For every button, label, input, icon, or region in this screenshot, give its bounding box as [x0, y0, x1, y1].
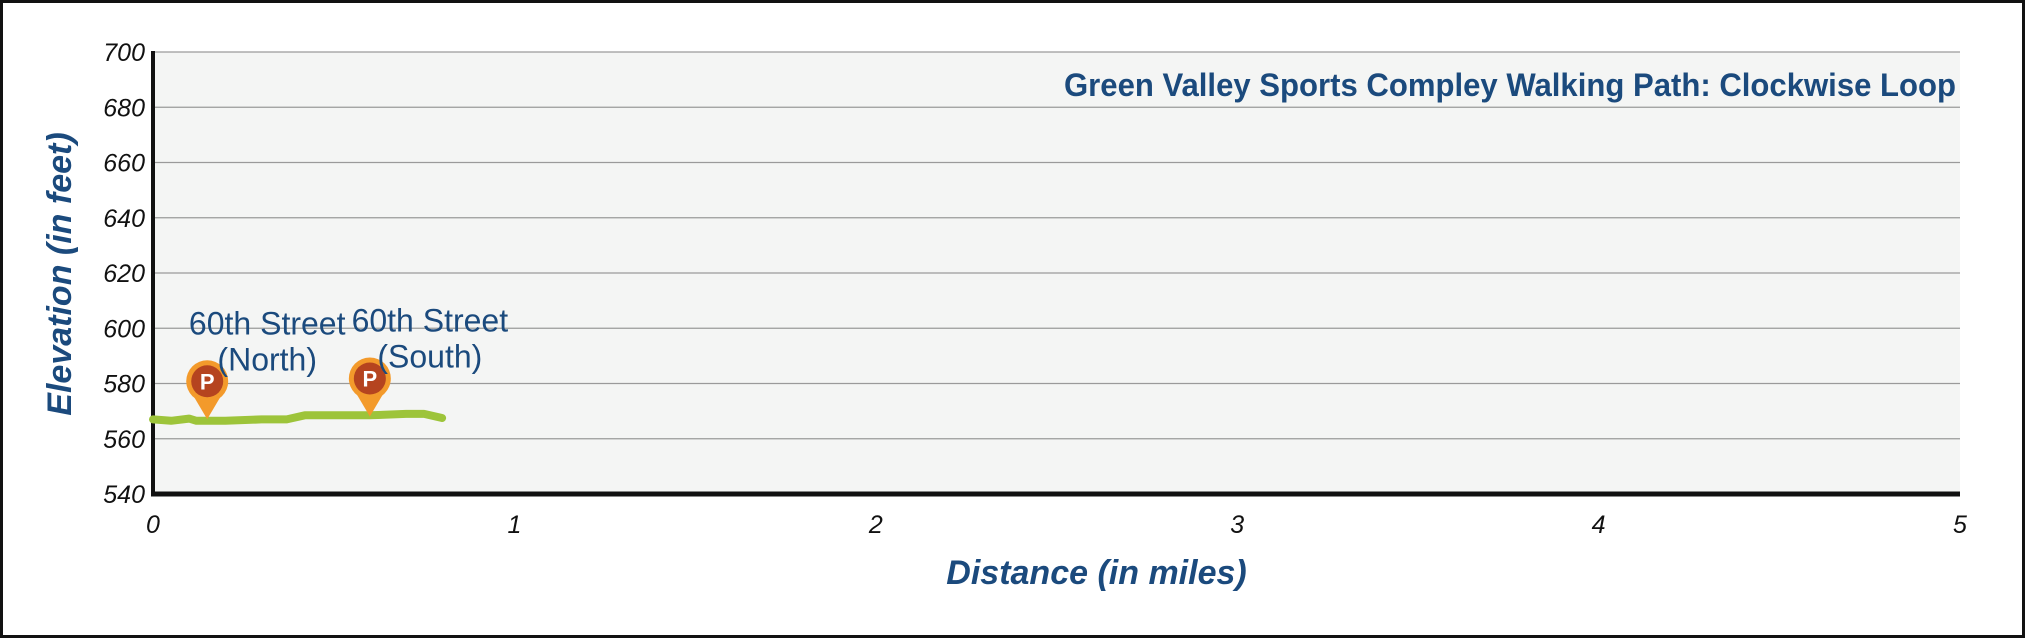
- y-tick-600: 600: [103, 315, 145, 343]
- parking-icon: [353, 362, 386, 395]
- x-tick-2: 2: [868, 511, 883, 539]
- x-tick-5: 5: [1953, 511, 1967, 539]
- elevation-line-0: [149, 409, 447, 425]
- y-tick-700: 700: [103, 39, 145, 67]
- y-tick-540: 540: [103, 481, 145, 509]
- series-layer: [149, 409, 447, 425]
- chart-title: Green Valley Sports Compley Walking Path…: [1064, 67, 1956, 103]
- y-axis-title: Elevation (in feet): [41, 132, 79, 415]
- y-tick-640: 640: [103, 205, 145, 233]
- parking-letter: P: [362, 367, 377, 392]
- x-tick-4: 4: [1592, 511, 1606, 539]
- y-tick-660: 660: [103, 150, 145, 178]
- y-tick-labels: 540 560 580 600 620 640 660 680 700: [103, 39, 145, 509]
- x-tick-0: 0: [146, 511, 160, 539]
- parking-letter: P: [200, 369, 215, 394]
- annotation-line2-0: (North): [217, 341, 317, 377]
- x-tick-1: 1: [507, 511, 521, 539]
- y-tick-620: 620: [103, 260, 145, 288]
- y-tick-580: 580: [103, 371, 145, 399]
- annotation-line2-1: (South): [377, 339, 482, 375]
- gridlines: [153, 51, 1960, 440]
- x-tick-labels: 0 1 2 3 4 5: [146, 511, 1967, 539]
- annotation-line1-1: 60th Street: [352, 303, 509, 339]
- x-tick-3: 3: [1230, 511, 1244, 539]
- annotation-line1-0: 60th Street: [189, 305, 346, 341]
- parking-marker-0: P: [186, 360, 229, 420]
- pin-tail: [194, 397, 221, 420]
- x-axis-title: Distance (in miles): [946, 554, 1246, 592]
- y-tick-560: 560: [103, 426, 145, 454]
- y-tick-680: 680: [103, 94, 145, 122]
- parking-icon: [191, 365, 224, 398]
- parking-marker-1: P: [348, 357, 391, 417]
- elevation-chart: 540 560 580 600 620 640 660 680 700 0 1 2 3 4 5 P 60th…: [41, 39, 1967, 592]
- pin-tail: [356, 394, 383, 417]
